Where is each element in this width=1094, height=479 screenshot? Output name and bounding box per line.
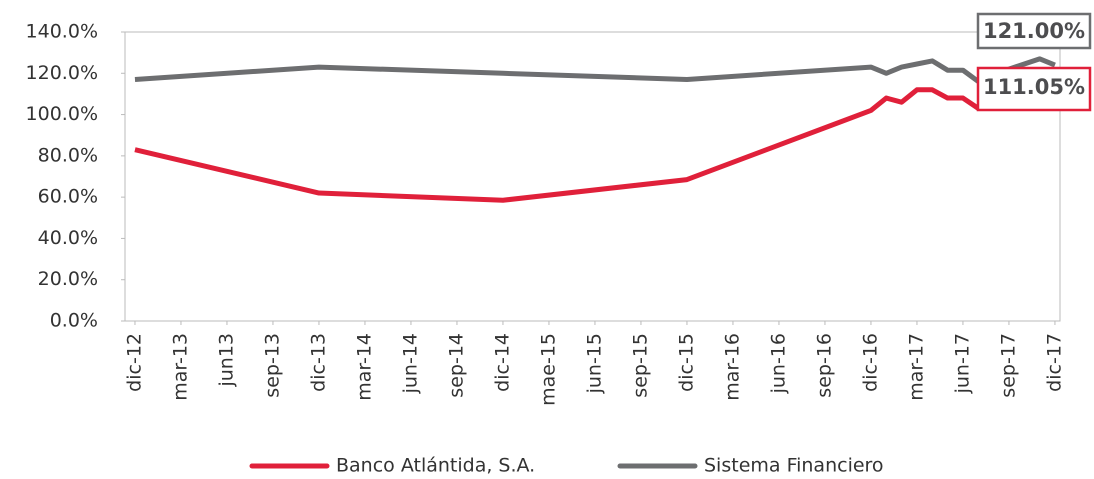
y-tick-label: 20.0% [38,268,98,290]
plot-frame [124,31,1061,322]
x-tick-label: mar-17 [905,333,927,401]
x-tick-label: mar-13 [169,333,191,401]
x-tick-label: dic-14 [491,333,513,392]
x-tick-label: jun-17 [951,333,973,394]
x-tick-label: mar-16 [721,333,743,401]
x-tick-label: jun-14 [399,333,421,394]
series-line [134,87,1056,203]
y-tick-label: 40.0% [38,227,98,249]
series-line [134,56,1056,85]
x-tick-label: jun13 [215,333,237,388]
x-tick-label: dic-13 [307,333,329,392]
annotation-box [976,12,1092,50]
y-tick-label: 60.0% [38,186,98,208]
annotation-box [976,66,1092,112]
x-tick-label: sep-13 [261,333,283,398]
x-tick-label: dic-17 [1043,333,1065,392]
y-tick-label: 80.0% [38,144,98,166]
x-tick-label: sep-15 [629,333,651,398]
plot [134,56,1056,203]
annotation: 111.05% [983,75,1085,99]
y-tick-label: 100.0% [26,103,98,125]
x-tick-label: mar-14 [353,333,375,401]
x-tick-label: mae-15 [537,333,559,406]
legend-label: Banco Atlántida, S.A. [336,455,535,477]
x-tick-label: dic-16 [859,333,881,392]
x-tick-label: dic-12 [123,333,145,392]
legend-label: Sistema Financiero [704,455,884,477]
x-tick-label: jun-16 [767,333,789,394]
x-tick-label: sep-16 [813,333,835,398]
y-tick-label: 120.0% [26,62,98,84]
x-tick-label: dic-15 [675,333,697,392]
y-tick-label: 140.0% [26,21,98,43]
x-tick-label: jun-15 [583,333,605,394]
x-tick-label: sep-17 [997,333,1019,398]
x-tick-label: sep-14 [445,333,467,398]
y-tick-label: 0.0% [50,310,98,332]
annotation: 121.00% [983,19,1085,43]
